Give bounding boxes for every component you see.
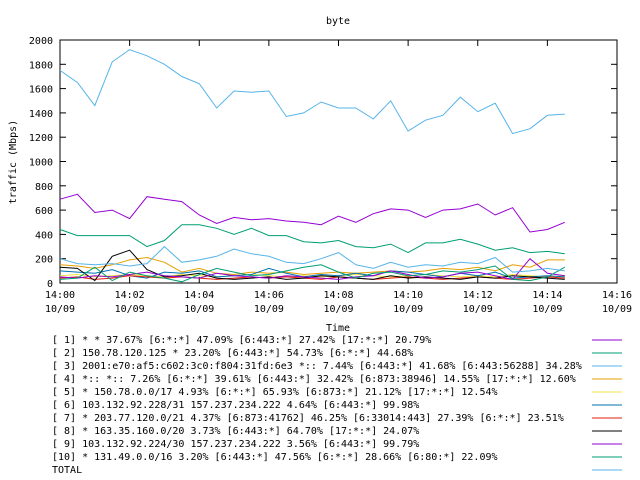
x-tick-date: 10/09 [602, 304, 632, 315]
y-tick-label: 1200 [29, 133, 53, 144]
x-ticks: 14:00 10/09 14:02 10/09 14:04 10/09 14:06 10/09… [45, 40, 632, 315]
x-tick-date: 10/09 [184, 304, 214, 315]
x-tick-date: 10/09 [115, 304, 145, 315]
series-line-3 [59, 49, 565, 135]
legend-label-9: [ 9] 103.132.92.224/30 157.237.234.222 3… [52, 439, 419, 450]
y-tick-label: 1400 [29, 109, 53, 120]
plot-border [59, 39, 618, 284]
y-tick-label: 800 [35, 182, 53, 193]
y-tick-label: 2000 [29, 36, 53, 47]
series-line-11 [59, 245, 565, 273]
legend-label-7: [ 7] * 203.77.120.0/21 4.37% [6:873:4176… [52, 413, 564, 424]
legend-label-3: [ 3] 2001:e70:af5:c602:3c0:f804:31fd:6e3… [52, 361, 582, 372]
x-tick-time: 14:16 [602, 290, 632, 301]
x-tick-date: 10/09 [393, 304, 423, 315]
y-tick-label: 1800 [29, 60, 53, 71]
y-tick-label: 1000 [29, 158, 53, 169]
y-tick-label: 200 [35, 255, 53, 266]
chart-title: byte [326, 16, 350, 27]
y-tick-label: 600 [35, 206, 53, 217]
series-lines [59, 49, 566, 283]
x-tick-time: 14:04 [184, 290, 214, 301]
x-tick-time: 14:06 [254, 290, 284, 301]
y-tick-label: 1600 [29, 85, 53, 96]
x-tick-date: 10/09 [532, 304, 562, 315]
x-tick-time: 14:08 [323, 290, 353, 301]
x-tick-time: 14:14 [532, 290, 562, 301]
x-tick-time: 14:00 [45, 290, 75, 301]
legend-label-5: [ 5] * 150.78.0.0/17 4.93% [6:*:*] 65.93… [52, 387, 498, 398]
legend-label-11: TOTAL [52, 465, 82, 476]
series-line-8 [59, 249, 565, 282]
legend: [ 1] * * 37.67% [6:*:*] 47.09% [6:443:*]… [52, 335, 622, 476]
y-axis-label: traffic (Mbps) [8, 120, 19, 204]
y-tick-label: 0 [47, 279, 53, 290]
x-tick-date: 10/09 [45, 304, 75, 315]
series-line-9 [59, 257, 565, 280]
x-tick-date: 10/09 [323, 304, 353, 315]
series-line-1 [59, 193, 565, 233]
x-tick-time: 14:10 [393, 290, 423, 301]
plot-frame [59, 39, 618, 284]
series-line-2 [59, 224, 565, 255]
series-line-10 [59, 264, 566, 283]
legend-label-10: [10] * 131.49.0.0/16 3.20% [6:443:*] 47.… [52, 452, 498, 463]
x-axis-label: Time [326, 323, 350, 334]
legend-label-4: [ 4] *:: *:: 7.26% [6:*:*] 39.61% [6:443… [52, 374, 576, 385]
legend-label-2: [ 2] 150.78.120.125 * 23.20% [6:443:*] 5… [52, 348, 413, 359]
y-ticks: 0 200 400 600 800 1000 1200 1400 1600 1800 2000 [29, 36, 617, 290]
series-line-6 [59, 267, 565, 279]
x-tick-date: 10/09 [463, 304, 493, 315]
x-tick-time: 14:02 [115, 290, 145, 301]
legend-label-1: [ 1] * * 37.67% [6:*:*] 47.09% [6:443:*]… [52, 335, 431, 346]
x-tick-time: 14:12 [463, 290, 493, 301]
y-tick-label: 400 [35, 230, 53, 241]
series-line-4 [59, 256, 565, 276]
legend-label-6: [ 6] 103.132.92.228/31 157.237.234.222 4… [52, 400, 419, 411]
legend-label-8: [ 8] * 163.35.160.0/20 3.73% [6:443:*] 6… [52, 426, 419, 437]
x-tick-date: 10/09 [254, 304, 284, 315]
